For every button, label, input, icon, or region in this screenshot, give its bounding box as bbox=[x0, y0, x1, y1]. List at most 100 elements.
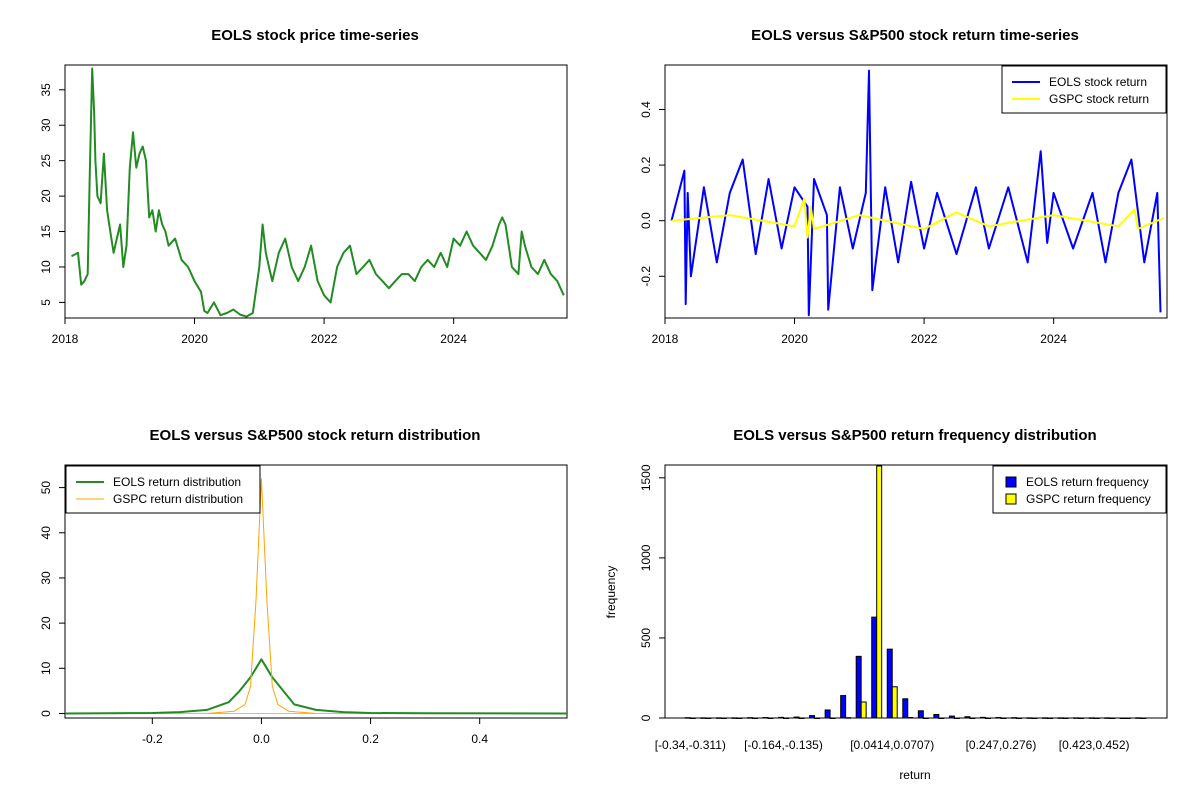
eols-freq-bar bbox=[762, 717, 769, 719]
eols-freq-bar bbox=[1042, 717, 1049, 719]
gspc-freq-bar bbox=[1124, 717, 1131, 719]
gspc-freq-bar bbox=[891, 686, 898, 719]
frequency-ytick-label: 1000 bbox=[639, 544, 653, 571]
eols-freq-bar bbox=[886, 648, 893, 719]
legend-box bbox=[65, 465, 261, 514]
eols-freq-bar bbox=[778, 716, 785, 719]
price-plot-frame bbox=[64, 64, 568, 319]
price-title: EOLS stock price time-series bbox=[211, 27, 419, 44]
eols-freq-bar bbox=[1104, 717, 1111, 719]
eols-price-line bbox=[71, 67, 565, 318]
density-ytick-label: 0 bbox=[39, 710, 53, 717]
price-xtick-label: 2022 bbox=[311, 332, 338, 346]
frequency-axes: 0 500 1000 1500 [-0.34,-0.311) [-0.164,-0.135… bbox=[639, 464, 1130, 752]
eols-freq-bar bbox=[902, 698, 909, 719]
legend-gspc-swatch bbox=[1005, 493, 1017, 505]
density-title: EOLS versus S&P500 stock return distribu… bbox=[150, 427, 481, 444]
density-plot-frame bbox=[64, 464, 568, 719]
frequency-title: EOLS versus S&P500 return frequency dist… bbox=[733, 427, 1096, 444]
price-xtick-label: 2020 bbox=[181, 332, 208, 346]
price-ytick-label: 5 bbox=[39, 299, 53, 306]
legend-gspc-label: GSPC return frequency bbox=[1026, 492, 1151, 506]
gspc-freq-bar bbox=[953, 717, 960, 719]
price-ytick-label: 15 bbox=[39, 225, 53, 239]
density-ytick-label: 30 bbox=[39, 571, 53, 585]
eols-freq-bar bbox=[948, 715, 955, 719]
return-ts-panel: EOLS versus S&P500 stock return time-ser… bbox=[639, 27, 1168, 346]
legend-gspc-label: GSPC stock return bbox=[1049, 92, 1149, 106]
gspc-freq-bar bbox=[922, 717, 929, 719]
eols-freq-bar bbox=[855, 655, 862, 719]
frequency-xtick-label: [0.247,0.276) bbox=[966, 738, 1037, 752]
density-axes: -0.2 0.0 0.2 0.4 0 10 20 30 40 50 bbox=[39, 481, 488, 746]
eols-freq-bar bbox=[1057, 717, 1064, 719]
eols-freq-bar bbox=[933, 713, 940, 719]
return-ts-title: EOLS versus S&P500 stock return time-ser… bbox=[751, 27, 1079, 44]
return-ts-ytick-label: 0.2 bbox=[639, 156, 653, 173]
return-ts-xtick-label: 2018 bbox=[652, 332, 679, 346]
legend-box bbox=[1001, 65, 1167, 114]
gspc-freq-bar bbox=[969, 717, 976, 719]
legend-eols-swatch bbox=[1005, 476, 1017, 488]
frequency-xtick-label: [0.0414,0.0707) bbox=[850, 738, 934, 752]
gspc-freq-bar bbox=[1047, 717, 1054, 719]
eols-freq-bar bbox=[684, 717, 691, 719]
gspc-return-line bbox=[671, 197, 1165, 239]
gspc-freq-bar bbox=[1109, 717, 1116, 719]
gspc-freq-bar bbox=[938, 717, 945, 719]
gspc-freq-bar bbox=[689, 717, 696, 719]
gspc-freq-bar bbox=[1140, 717, 1147, 719]
price-xtick-label: 2018 bbox=[52, 332, 79, 346]
frequency-xlabel: return bbox=[899, 768, 930, 782]
price-axes: 2018 2020 2022 2024 5 10 15 20 25 30 35 bbox=[39, 83, 467, 346]
gspc-freq-bar bbox=[845, 717, 852, 719]
eols-freq-bar bbox=[964, 716, 971, 719]
density-ytick-label: 10 bbox=[39, 661, 53, 675]
density-panel: EOLS versus S&P500 stock return distribu… bbox=[39, 427, 568, 746]
eols-freq-bar bbox=[1011, 717, 1018, 719]
density-ytick-label: 50 bbox=[39, 481, 53, 495]
density-ytick-label: 20 bbox=[39, 616, 53, 630]
price-panel: EOLS stock price time-series 2018 2020 202… bbox=[39, 27, 568, 346]
frequency-ytick-label: 0 bbox=[639, 714, 653, 721]
price-line bbox=[71, 67, 565, 318]
return-ts-lines bbox=[670, 69, 1165, 317]
frequency-panel: EOLS versus S&P500 return frequency dist… bbox=[604, 427, 1168, 782]
return-ts-ytick-label: 0.4 bbox=[639, 101, 653, 118]
gspc-freq-bar bbox=[829, 717, 836, 719]
eols-freq-bar bbox=[995, 717, 1002, 719]
gspc-freq-bar bbox=[814, 717, 821, 719]
price-ytick-label: 10 bbox=[39, 260, 53, 274]
legend-gspc-label: GSPC return distribution bbox=[113, 492, 243, 506]
gspc-freq-bar bbox=[860, 701, 867, 719]
price-ytick-label: 35 bbox=[39, 83, 53, 97]
return-ts-xtick-label: 2022 bbox=[911, 332, 938, 346]
eols-freq-bar bbox=[715, 717, 722, 719]
eols-freq-bar bbox=[1026, 717, 1033, 719]
price-ytick-label: 30 bbox=[39, 118, 53, 132]
frequency-ytick-label: 1500 bbox=[639, 464, 653, 491]
eols-freq-bar bbox=[793, 716, 800, 719]
return-ts-ytick-label: -0.2 bbox=[639, 266, 653, 287]
eols-freq-bar bbox=[809, 715, 816, 719]
price-ytick-label: 25 bbox=[39, 154, 53, 168]
gspc-freq-bar bbox=[984, 717, 991, 719]
return-ts-xtick-label: 2020 bbox=[781, 332, 808, 346]
gspc-freq-bar bbox=[751, 717, 758, 719]
eols-return-line bbox=[670, 69, 1162, 317]
return-ts-axes: 2018 2020 2022 2024 -0.2 0.0 0.2 0.4 bbox=[639, 101, 1067, 346]
gspc-freq-bar bbox=[720, 717, 727, 719]
eols-freq-bar bbox=[731, 717, 738, 719]
price-ytick-label: 20 bbox=[39, 189, 53, 203]
eols-freq-bar bbox=[871, 616, 878, 719]
density-legend: EOLS return distribution GSPC return dis… bbox=[65, 465, 261, 514]
eols-freq-bar bbox=[917, 710, 924, 719]
gspc-density-line bbox=[206, 478, 317, 714]
density-xtick-label: 0.0 bbox=[253, 732, 270, 746]
gspc-freq-bar bbox=[1000, 717, 1007, 719]
eols-freq-bar bbox=[1119, 717, 1126, 719]
eols-freq-bar bbox=[824, 709, 831, 719]
gspc-freq-bar bbox=[1062, 717, 1069, 719]
legend-box bbox=[992, 465, 1167, 514]
